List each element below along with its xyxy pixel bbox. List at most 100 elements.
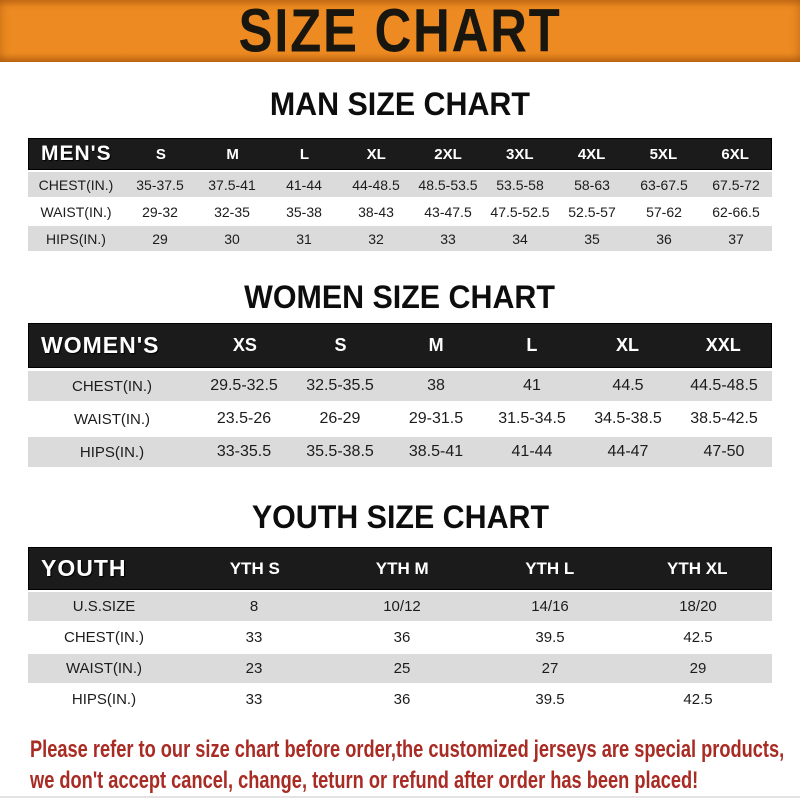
size-value: 33-35.5: [216, 443, 272, 460]
size-value: 41-44: [511, 443, 553, 460]
size-value: 33: [245, 629, 263, 646]
row-label: CHEST(IN.): [72, 377, 152, 395]
table-header-label: MEN'S: [41, 142, 112, 165]
size-value: 63-67.5: [640, 176, 688, 193]
table-row: CHEST(IN.) 29.5-32.5 32.5-35.5 38 41 44.5 44.5…: [28, 371, 772, 401]
size-value: 44-47: [607, 443, 649, 460]
row-label: HIPS(IN.): [79, 443, 145, 461]
size-value: 30: [224, 230, 240, 247]
size-chart-banner: SIZE CHART: [0, 0, 800, 62]
size-value: 18/20: [679, 598, 717, 615]
size-value: 25: [393, 660, 411, 677]
size-value: 36: [393, 691, 411, 708]
size-value: 41-44: [286, 176, 322, 193]
size-value: 53.5-58: [496, 176, 544, 193]
man-size-chart-title: MAN SIZE CHART: [0, 88, 800, 120]
size-value: 36: [393, 629, 411, 646]
women-table-header-bar: WOMEN'S XS S M L XL XXL: [28, 323, 772, 368]
youth-table-header-bar: YOUTH YTH S YTH M YTH L YTH XL: [28, 547, 772, 590]
size-value: 29-31.5: [408, 410, 464, 427]
table-row: HIPS(IN.) 33-35.5 35.5-38.5 38.5-41 41-44 44-…: [28, 437, 772, 467]
size-value: 29: [689, 660, 707, 677]
column-header: S: [334, 335, 347, 355]
table-row: WAIST(IN.) 23 25 27 29: [28, 654, 772, 683]
row-label: U.S.SIZE: [72, 598, 136, 615]
size-value: 47-50: [703, 443, 745, 460]
size-value: 29: [152, 230, 168, 247]
size-value: 36: [656, 230, 672, 247]
column-header: XL: [366, 145, 386, 163]
size-value: 29.5-32.5: [210, 377, 278, 394]
table-row: HIPS(IN.) 29 30 31 32 33 34 35 36 37: [28, 226, 772, 251]
youth-size-chart-title: YOUTH SIZE CHART: [0, 501, 800, 533]
size-value: 35-37.5: [136, 176, 184, 193]
table-row: CHEST(IN.) 33 36 39.5 42.5: [28, 623, 772, 652]
size-value: 32.5-35.5: [306, 377, 374, 394]
size-value: 37: [728, 230, 744, 247]
women-size-table: WOMEN'S XS S M L XL XXL CHEST(IN.) 29.5-32.5 32.…: [28, 323, 772, 467]
row-label: WAIST(IN.): [65, 660, 143, 677]
size-value: 23.5-26: [216, 410, 272, 427]
table-row: WAIST(IN.) 23.5-26 26-29 29-31.5 31.5-34.5 34…: [28, 404, 772, 434]
table-row: WAIST(IN.) 29-32 32-35 35-38 38-43 43-47.5 47.…: [28, 199, 772, 224]
row-label: HIPS(IN.): [46, 230, 106, 247]
column-header: L: [526, 335, 538, 355]
column-header: 3XL: [506, 145, 534, 163]
size-value: 14/16: [531, 598, 569, 615]
size-value: 10/12: [383, 598, 421, 615]
size-value: 8: [249, 598, 259, 615]
size-value: 38: [427, 377, 445, 394]
column-header: YTH S: [229, 558, 280, 578]
size-value: 26-29: [319, 410, 361, 427]
size-value: 57-62: [646, 203, 682, 220]
column-header: YTH XL: [667, 558, 728, 578]
size-value: 34.5-38.5: [594, 410, 662, 427]
table-row: CHEST(IN.) 35-37.5 37.5-41 41-44 44-48.5 48.5…: [28, 172, 772, 197]
row-label: WAIST(IN.): [40, 203, 112, 220]
women-size-chart-title-text: WOMEN SIZE CHART: [244, 279, 556, 315]
size-value: 23: [245, 660, 263, 677]
man-size-chart-title-text: MAN SIZE CHART: [269, 86, 531, 122]
size-value: 33: [245, 691, 263, 708]
size-value: 38.5-42.5: [690, 410, 758, 427]
size-value: 41: [523, 377, 541, 394]
column-header: L: [299, 145, 310, 163]
column-header: YTH M: [375, 558, 429, 578]
column-header: M: [226, 145, 239, 163]
size-value: 35.5-38.5: [306, 443, 374, 460]
size-value: 35: [584, 230, 600, 247]
row-label: CHEST(IN.): [64, 629, 144, 646]
size-value: 29-32: [142, 203, 178, 220]
size-value: 35-38: [286, 203, 322, 220]
men-table-header-bar: MEN'S S M L XL 2XL 3XL 4XL 5XL 6XL: [28, 138, 772, 170]
table-header-label: YOUTH: [41, 555, 127, 581]
size-value: 39.5: [535, 629, 565, 646]
size-value: 32-35: [214, 203, 250, 220]
size-value: 42.5: [683, 691, 713, 708]
size-value: 31.5-34.5: [498, 410, 566, 427]
size-value: 62-66.5: [712, 203, 760, 220]
column-header: 4XL: [577, 145, 606, 163]
men-size-table: MEN'S S M L XL 2XL 3XL 4XL 5XL 6XL CHEST(IN.) 35-3…: [28, 138, 772, 251]
size-value: 43-47.5: [424, 203, 472, 220]
youth-size-table: YOUTH YTH S YTH M YTH L YTH XL U.S.SIZE 8 10/1…: [28, 547, 772, 714]
column-header: 2XL: [434, 145, 462, 163]
size-value: 33: [440, 230, 456, 247]
size-value: 39.5: [535, 691, 565, 708]
row-label: HIPS(IN.): [71, 691, 137, 708]
women-size-chart-title: WOMEN SIZE CHART: [0, 281, 800, 313]
table-row: U.S.SIZE 8 10/12 14/16 18/20: [28, 592, 772, 621]
size-value: 44.5: [612, 377, 644, 394]
column-header: S: [155, 145, 166, 163]
column-header: 6XL: [721, 145, 749, 163]
size-value: 44.5-48.5: [690, 377, 758, 394]
column-header: XS: [232, 335, 257, 355]
size-value: 48.5-53.5: [418, 176, 478, 193]
size-value: 38.5-41: [408, 443, 464, 460]
size-value: 38-43: [358, 203, 394, 220]
size-value: 52.5-57: [568, 203, 616, 220]
youth-size-chart-title-text: YOUTH SIZE CHART: [251, 499, 549, 535]
size-value: 37.5-41: [208, 176, 256, 193]
size-value: 67.5-72: [712, 176, 760, 193]
disclaimer-line-1: Please refer to our size chart before or…: [30, 736, 785, 763]
